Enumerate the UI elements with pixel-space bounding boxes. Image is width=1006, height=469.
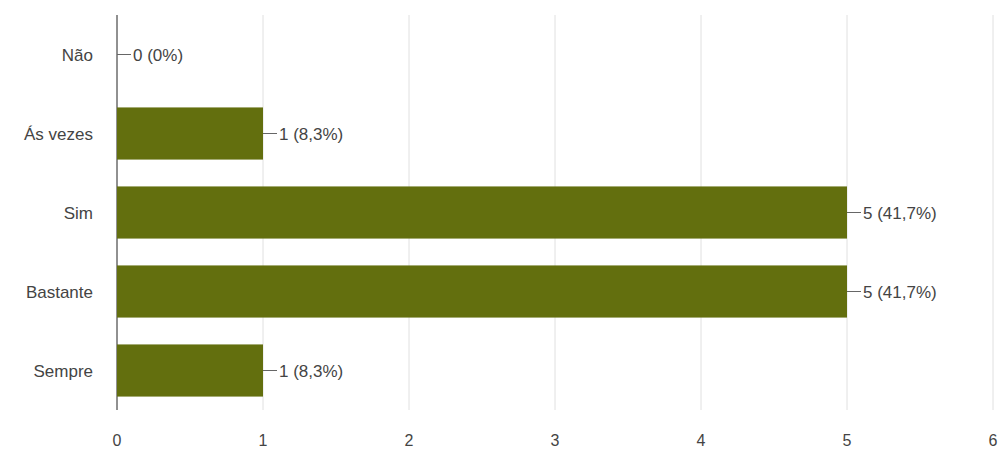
category-label: Ás vezes (24, 125, 93, 144)
grid-line (993, 15, 994, 410)
data-label: 1 (8,3%) (279, 125, 343, 144)
tick-label: 0 (113, 432, 122, 449)
label-leader (847, 212, 861, 213)
label-leader (263, 370, 277, 371)
tick-label: 3 (551, 432, 560, 449)
bar (117, 344, 263, 396)
data-label: 1 (8,3%) (279, 362, 343, 381)
category-label: Sempre (33, 362, 93, 381)
labels: Não 0 (0%) Ás vezes 1 (8,3%) Sim 5 (41,7%) Bas… (24, 46, 937, 381)
bars (117, 107, 847, 396)
tick-label: 2 (405, 432, 414, 449)
chart: 0 1 2 3 4 5 6 Não 0 (0%) Ás vezes 1 (8,3%) Sim 5 (41… (0, 0, 1006, 469)
tick-label: 1 (259, 432, 268, 449)
tick-label: 6 (989, 432, 998, 449)
category-label: Não (62, 46, 93, 65)
data-label: 5 (41,7%) (863, 204, 937, 223)
tick-label: 5 (843, 432, 852, 449)
bar (117, 186, 847, 238)
category-label: Bastante (26, 283, 93, 302)
label-leader (117, 54, 131, 55)
data-label: 5 (41,7%) (863, 283, 937, 302)
label-leader (847, 291, 861, 292)
label-leader (263, 133, 277, 134)
category-label: Sim (64, 204, 93, 223)
bar (117, 265, 847, 317)
bar (117, 107, 263, 159)
grid (117, 15, 993, 410)
tick-label: 4 (697, 432, 706, 449)
data-label: 0 (0%) (133, 46, 183, 65)
